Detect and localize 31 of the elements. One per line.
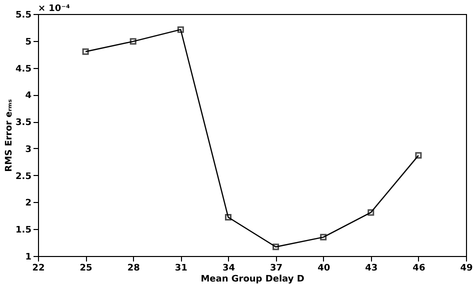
x-tick-label: 22 [32,264,45,274]
point [177,26,184,33]
x-tick-label: 49 [460,264,473,274]
point [82,48,89,55]
y-tick-label: 2.5 [16,172,32,182]
point [130,38,136,45]
y-tick-label: 5.5 [16,10,32,20]
y-tick-label: 2 [25,198,32,209]
point [224,214,232,221]
y-tick-label: 1 [25,252,32,262]
y-tick-label: 5 [25,37,32,48]
x-tick-label: 31 [174,264,188,274]
x-tick-label: 46 [412,264,426,274]
y-tick-label: 4.5 [16,64,32,74]
y-tick-label: 3 [25,144,32,155]
point [415,152,422,159]
x-tick-label: 37 [270,264,283,274]
x-tick-label: 34 [222,264,235,274]
y-tick-label: 3.5 [16,118,32,128]
text: × 10⁻⁴ [38,4,70,14]
x-tick-label: 40 [318,264,330,274]
y-tick-label: 1.5 [16,226,32,236]
point [272,244,280,250]
y-tick-label: 4 [25,91,32,102]
x-tick-label: 25 [80,264,92,274]
x-tick-label: 43 [365,264,378,274]
x-axis-title: Mean Group Delay D [200,274,304,284]
x-tick-label: 28 [127,264,140,274]
point [368,209,374,216]
y-axis-title: RMS Error eᵣₘₛ [4,98,15,172]
point [320,234,327,240]
